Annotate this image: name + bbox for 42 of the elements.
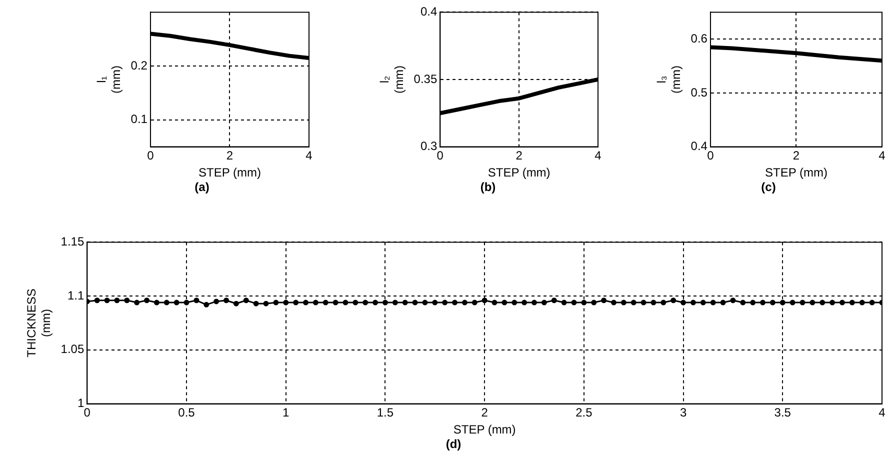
x-tick-label: 2 [226,148,234,162]
x-tick-label: 4 [878,148,886,162]
y-tick-label: 0.35 [414,72,438,86]
x-tick-label: 0 [147,148,154,162]
y-tick-label: 0.2 [130,58,148,72]
x-tick-label: 4 [306,148,313,162]
x-tick-label: 2 [481,405,488,420]
text: (a) [194,180,210,194]
x-tick-label: 2 [516,148,523,162]
x-tick-label: 4 [878,405,886,420]
y-axis-title: l₂ (mm) [378,66,406,94]
y-tick-label: 1 [77,396,84,410]
x-tick-label: 0.5 [178,405,196,420]
x-tick-label: 3.5 [774,405,792,420]
text: (c) [761,180,776,194]
y-tick-label: 0.4 [420,4,438,19]
x-tick-label: 2 [792,148,800,162]
y-tick-label: 0.1 [130,112,148,126]
x-tick-label: 3 [680,405,687,420]
x-axis-title: STEP (mm) [765,166,828,180]
x-tick-label: 4 [594,148,602,162]
text: (b) [480,180,496,194]
y-tick-label: 1.05 [60,342,84,356]
x-axis-title: STEP (mm) [488,166,550,180]
x-tick-label: 0 [436,148,444,162]
y-tick-label: 0.6 [690,31,708,46]
y-tick-label: 1.15 [60,234,84,249]
y-tick-label: 0.3 [420,139,438,154]
x-tick-label: 1 [282,405,290,420]
y-axis-title: l₃ (mm) [654,66,683,94]
y-axis-title: THICKNESS (mm) [24,288,53,358]
y-axis-title: l₁ (mm) [94,66,123,94]
x-axis-title: STEP (mm) [453,422,516,437]
y-tick-label: 1.1 [67,288,84,302]
y-tick-label: 0.4 [690,139,708,154]
text: (d) [446,437,462,452]
x-tick-label: 2.5 [576,405,593,420]
x-tick-label: 0 [707,148,714,162]
x-tick-label: 0 [84,405,91,420]
x-tick-label: 1.5 [376,405,394,420]
y-tick-label: 0.5 [690,85,708,100]
x-axis-title: STEP (mm) [198,166,261,180]
